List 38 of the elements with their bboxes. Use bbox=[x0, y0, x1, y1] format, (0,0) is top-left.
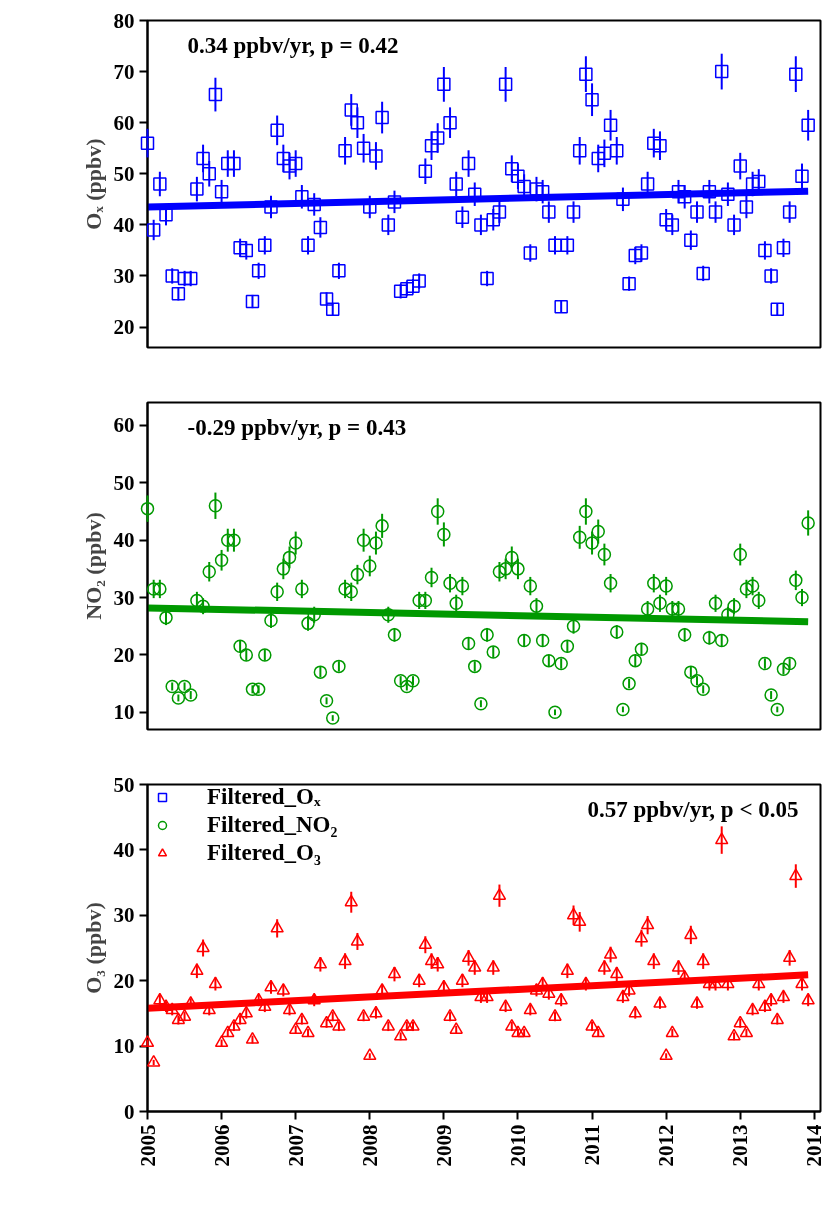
x-tick-label: 2013 bbox=[728, 1124, 753, 1167]
y-tick-label: 20 bbox=[113, 315, 135, 340]
x-tick-label: 2011 bbox=[580, 1124, 605, 1166]
legend-label: Filtered_NO₂ bbox=[207, 812, 338, 838]
y-tick-label: 50 bbox=[113, 470, 135, 495]
x-tick-label: 2005 bbox=[135, 1124, 160, 1167]
y-tick-label: 30 bbox=[113, 903, 135, 928]
y-tick-label: 60 bbox=[113, 110, 135, 135]
y-tick-label: 20 bbox=[113, 642, 135, 667]
y-tick-label: 10 bbox=[113, 1034, 135, 1059]
y-tick-label: 40 bbox=[113, 212, 135, 237]
y-axis-title: NO₂ (ppbv) bbox=[80, 512, 106, 620]
x-tick-label: 2010 bbox=[505, 1124, 530, 1167]
annotation: -0.29 ppbv/yr, p = 0.43 bbox=[187, 414, 407, 440]
y-tick-label: 70 bbox=[113, 59, 135, 84]
x-tick-label: 2006 bbox=[209, 1124, 234, 1167]
x-tick-label: 2009 bbox=[431, 1124, 456, 1167]
y-axis-title: O₃ (ppbv) bbox=[80, 902, 106, 994]
y-tick-label: 30 bbox=[113, 585, 135, 610]
x-tick-label: 2007 bbox=[283, 1124, 308, 1167]
x-tick-label: 2014 bbox=[802, 1124, 827, 1167]
y-tick-label: 50 bbox=[113, 772, 135, 797]
y-tick-label: 20 bbox=[113, 968, 135, 993]
y-tick-label: 60 bbox=[113, 413, 135, 438]
y-tick-label: 0 bbox=[124, 1099, 135, 1124]
y-tick-label: 10 bbox=[113, 700, 135, 725]
y-tick-label: 50 bbox=[113, 161, 135, 186]
y-tick-label: 80 bbox=[113, 8, 135, 33]
y-tick-label: 40 bbox=[113, 837, 135, 862]
x-tick-label: 2012 bbox=[654, 1124, 679, 1167]
annotation: 0.57 ppbv/yr, p < 0.05 bbox=[587, 796, 799, 822]
x-tick-label: 2008 bbox=[357, 1124, 382, 1167]
y-tick-label: 40 bbox=[113, 528, 135, 553]
legend-label: Filtered_Oₓ bbox=[207, 784, 321, 810]
y-tick-label: 30 bbox=[113, 263, 135, 288]
legend-label: Filtered_O₃ bbox=[207, 840, 321, 866]
y-axis-title: Oₓ (ppbv) bbox=[80, 138, 106, 230]
annotation: 0.34 ppbv/yr, p = 0.42 bbox=[187, 32, 399, 58]
